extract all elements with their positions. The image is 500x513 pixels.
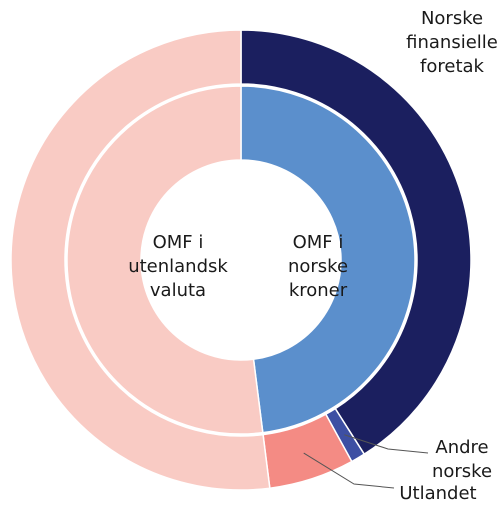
- leader-line: [344, 434, 429, 454]
- donut-segment: [10, 29, 271, 491]
- label-line: foretak: [420, 56, 485, 77]
- label-line: valuta: [150, 280, 206, 301]
- segment-label: Andre norske: [432, 437, 492, 482]
- donut-segment: [66, 85, 264, 435]
- label-line: Norske: [421, 8, 483, 29]
- segment-label: OMF i norske kroner: [288, 232, 348, 301]
- label-line: Andre: [435, 437, 488, 458]
- segment-label: OMF i utenlandsk valuta: [128, 232, 228, 301]
- label-line: utenlandsk: [128, 256, 228, 277]
- segment-label: Norske finansielle foretak: [406, 8, 498, 77]
- donut-segment: [240, 29, 472, 456]
- label-line: norske: [432, 461, 492, 482]
- label-line: OMF i: [293, 232, 344, 253]
- leader-line: [303, 452, 395, 489]
- donut-segment: [240, 85, 416, 434]
- label-line: kroner: [289, 280, 348, 301]
- label-line: OMF i: [153, 232, 204, 253]
- label-line: finansielle: [406, 32, 498, 53]
- label-line: Utlandet: [399, 483, 476, 504]
- label-line: norske: [288, 256, 348, 277]
- segment-label: Utlandet: [399, 483, 476, 504]
